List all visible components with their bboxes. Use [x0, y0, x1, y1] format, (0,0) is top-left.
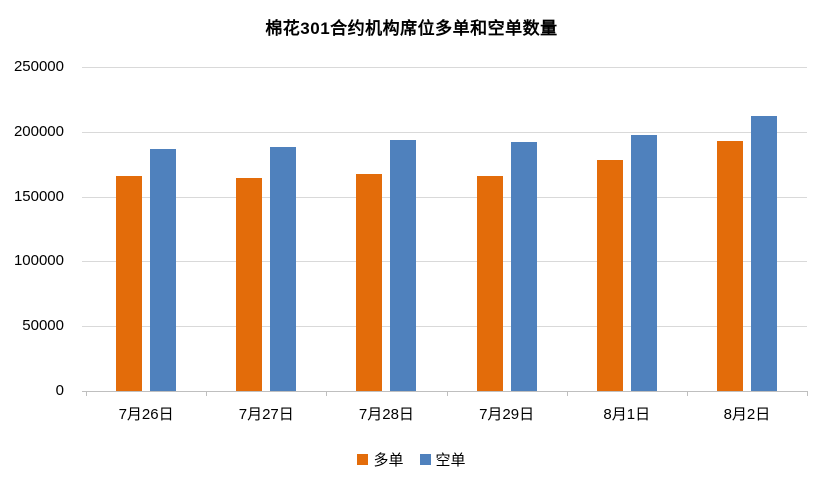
x-axis-category-label: 7月26日 [118, 406, 174, 423]
x-axis-tick [326, 391, 328, 396]
legend-swatch-icon [357, 454, 369, 465]
legend-swatch-icon [419, 454, 431, 465]
legend-label: 空单 [435, 452, 466, 469]
y-axis-tick-label: 0 [55, 382, 64, 399]
x-axis-tick [807, 391, 808, 396]
y-axis-tick-label: 50000 [22, 317, 64, 335]
legend: 多单 空单 [0, 449, 823, 470]
gridline [82, 131, 807, 133]
gridline [82, 67, 807, 68]
y-axis-tick-label: 250000 [13, 58, 64, 75]
y-axis-tick-label: 200000 [13, 122, 64, 140]
x-axis-line [82, 391, 807, 392]
x-axis-category-label: 7月27日 [238, 406, 294, 423]
bar-多单-7月26日 [116, 175, 143, 391]
gridline [82, 196, 807, 198]
bar-空单-7月29日 [510, 141, 537, 391]
bar-多单-7月29日 [476, 175, 503, 391]
bar-空单-8月1日 [630, 135, 657, 391]
x-axis-tick [566, 391, 568, 396]
bar-空单-7月26日 [150, 148, 177, 391]
bar-多单-8月1日 [596, 160, 623, 391]
bar-空单-7月28日 [390, 140, 417, 391]
x-axis-category-label: 8月2日 [723, 406, 771, 423]
x-axis-tick [206, 391, 208, 396]
x-axis-tick [446, 391, 448, 396]
gridline [82, 261, 807, 263]
bar-多单-7月27日 [236, 177, 263, 391]
legend-item-空单: 空单 [419, 449, 466, 470]
x-axis-category-label: 7月29日 [479, 406, 535, 423]
chart-title: 棉花301合约机构席位多单和空单数量 [265, 19, 558, 38]
gridline [82, 326, 807, 328]
x-axis-category-label: 8月1日 [603, 406, 651, 423]
bar-空单-8月2日 [750, 116, 777, 391]
x-axis-tick [86, 391, 87, 396]
bar-多单-8月2日 [716, 140, 743, 391]
legend-item-多单: 多单 [357, 449, 404, 470]
bar-空单-7月27日 [270, 147, 297, 391]
x-axis-tick [686, 391, 688, 396]
y-axis-tick-label: 150000 [13, 187, 64, 205]
bar-多单-7月28日 [356, 173, 383, 391]
legend-label: 多单 [373, 452, 404, 469]
x-axis-category-label: 7月28日 [358, 406, 414, 423]
y-axis-tick-label: 100000 [13, 252, 64, 270]
